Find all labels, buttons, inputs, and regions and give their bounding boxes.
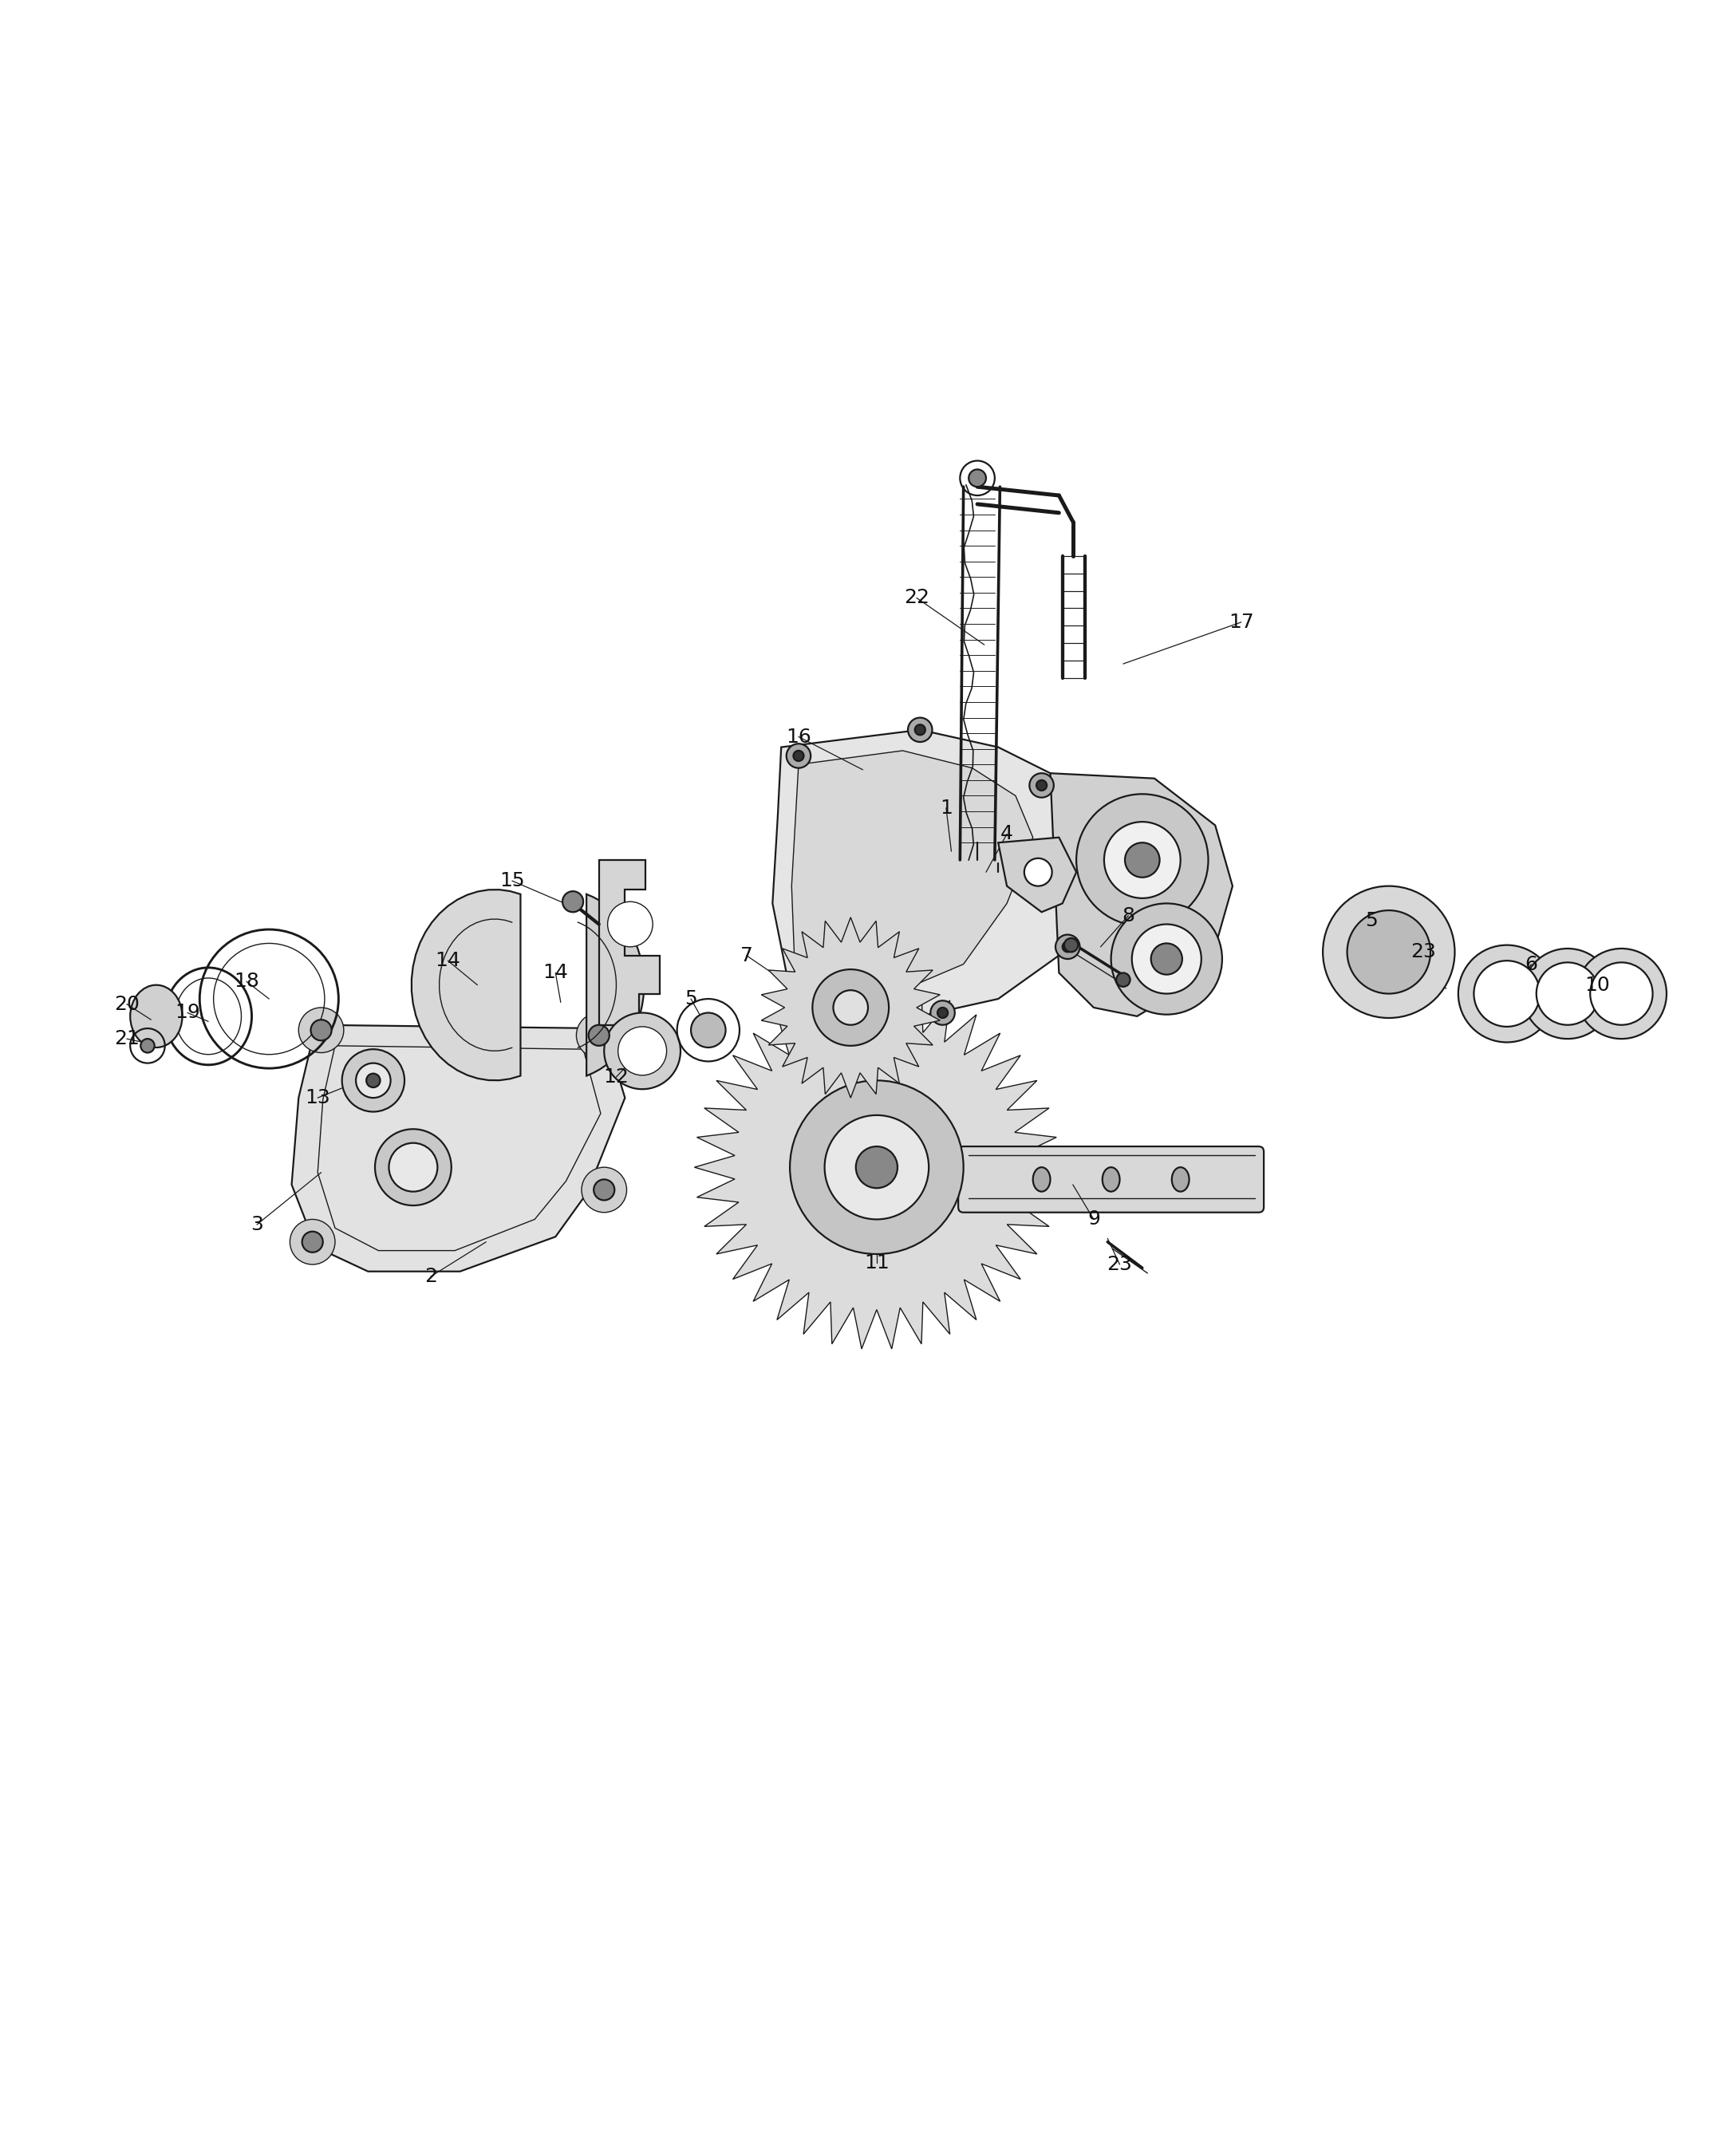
Ellipse shape [790,1081,963,1254]
Text: 5: 5 [1364,911,1378,931]
Ellipse shape [302,1232,323,1251]
Text: 5: 5 [684,989,698,1008]
Text: 15: 15 [500,870,524,890]
Text: 7: 7 [740,946,753,965]
Text: 9: 9 [1087,1211,1101,1230]
Ellipse shape [1347,911,1430,993]
Text: 21: 21 [115,1030,139,1049]
Ellipse shape [1116,974,1130,987]
Text: 6: 6 [1524,954,1538,974]
Text: 17: 17 [1229,612,1253,631]
Ellipse shape [915,724,925,735]
Ellipse shape [1055,935,1080,959]
Ellipse shape [1590,963,1653,1025]
Ellipse shape [1458,946,1555,1043]
Ellipse shape [793,750,804,760]
Ellipse shape [594,1180,615,1200]
Ellipse shape [356,1064,391,1099]
Ellipse shape [856,1146,898,1189]
Ellipse shape [576,1012,621,1058]
Text: 19: 19 [175,1004,200,1023]
Polygon shape [773,730,1094,1025]
Polygon shape [998,838,1076,911]
FancyBboxPatch shape [958,1146,1264,1213]
Ellipse shape [342,1049,404,1111]
Ellipse shape [1172,1167,1189,1191]
Polygon shape [1050,773,1233,1017]
Text: 12: 12 [604,1068,628,1086]
Ellipse shape [937,1008,948,1019]
Text: 18: 18 [234,971,259,991]
Ellipse shape [389,1144,437,1191]
Polygon shape [292,1025,625,1271]
Ellipse shape [311,1019,332,1040]
Ellipse shape [1076,795,1208,926]
Ellipse shape [1036,780,1047,791]
Ellipse shape [908,717,932,741]
Ellipse shape [130,984,182,1047]
Polygon shape [587,894,644,1075]
Ellipse shape [930,1002,955,1025]
Polygon shape [599,859,660,1025]
Ellipse shape [562,892,583,911]
Text: 10: 10 [1585,976,1609,995]
Ellipse shape [825,1116,929,1219]
Text: 16: 16 [786,728,811,745]
Text: 20: 20 [115,995,139,1015]
Ellipse shape [969,470,986,487]
Ellipse shape [1102,1167,1120,1191]
Ellipse shape [1323,885,1455,1019]
Ellipse shape [589,1025,609,1045]
Text: 14: 14 [543,963,568,982]
Text: 23: 23 [1108,1256,1132,1273]
Ellipse shape [582,1167,627,1213]
Text: 22: 22 [904,588,929,607]
Ellipse shape [1029,773,1054,797]
Ellipse shape [1024,857,1052,885]
Ellipse shape [1132,924,1201,993]
Ellipse shape [1111,903,1222,1015]
Ellipse shape [1104,823,1180,898]
Ellipse shape [604,1012,681,1090]
Ellipse shape [299,1008,344,1053]
Text: 11: 11 [865,1254,889,1273]
Ellipse shape [375,1129,451,1206]
Ellipse shape [1064,939,1078,952]
Text: 2: 2 [424,1267,437,1286]
Text: 13: 13 [306,1088,330,1107]
Ellipse shape [290,1219,335,1264]
Polygon shape [694,987,1059,1348]
Ellipse shape [1125,842,1160,877]
Ellipse shape [608,903,653,948]
Polygon shape [792,750,1033,1004]
Polygon shape [411,890,521,1081]
Text: 4: 4 [1000,825,1014,844]
Text: 1: 1 [939,799,953,819]
Ellipse shape [141,1038,155,1053]
Ellipse shape [1062,941,1073,952]
Ellipse shape [366,1073,380,1088]
Text: 8: 8 [1121,907,1135,924]
Ellipse shape [1522,948,1613,1038]
Ellipse shape [1474,961,1540,1027]
Ellipse shape [1576,948,1667,1038]
Ellipse shape [1151,943,1182,974]
Text: 3: 3 [250,1215,264,1234]
Text: 23: 23 [1411,943,1436,961]
Text: 14: 14 [436,952,460,969]
Ellipse shape [691,1012,726,1047]
Ellipse shape [1033,1167,1050,1191]
Polygon shape [762,918,939,1099]
Ellipse shape [618,1027,667,1075]
Ellipse shape [812,969,889,1045]
Ellipse shape [833,991,868,1025]
Ellipse shape [1536,963,1599,1025]
Ellipse shape [786,743,811,769]
